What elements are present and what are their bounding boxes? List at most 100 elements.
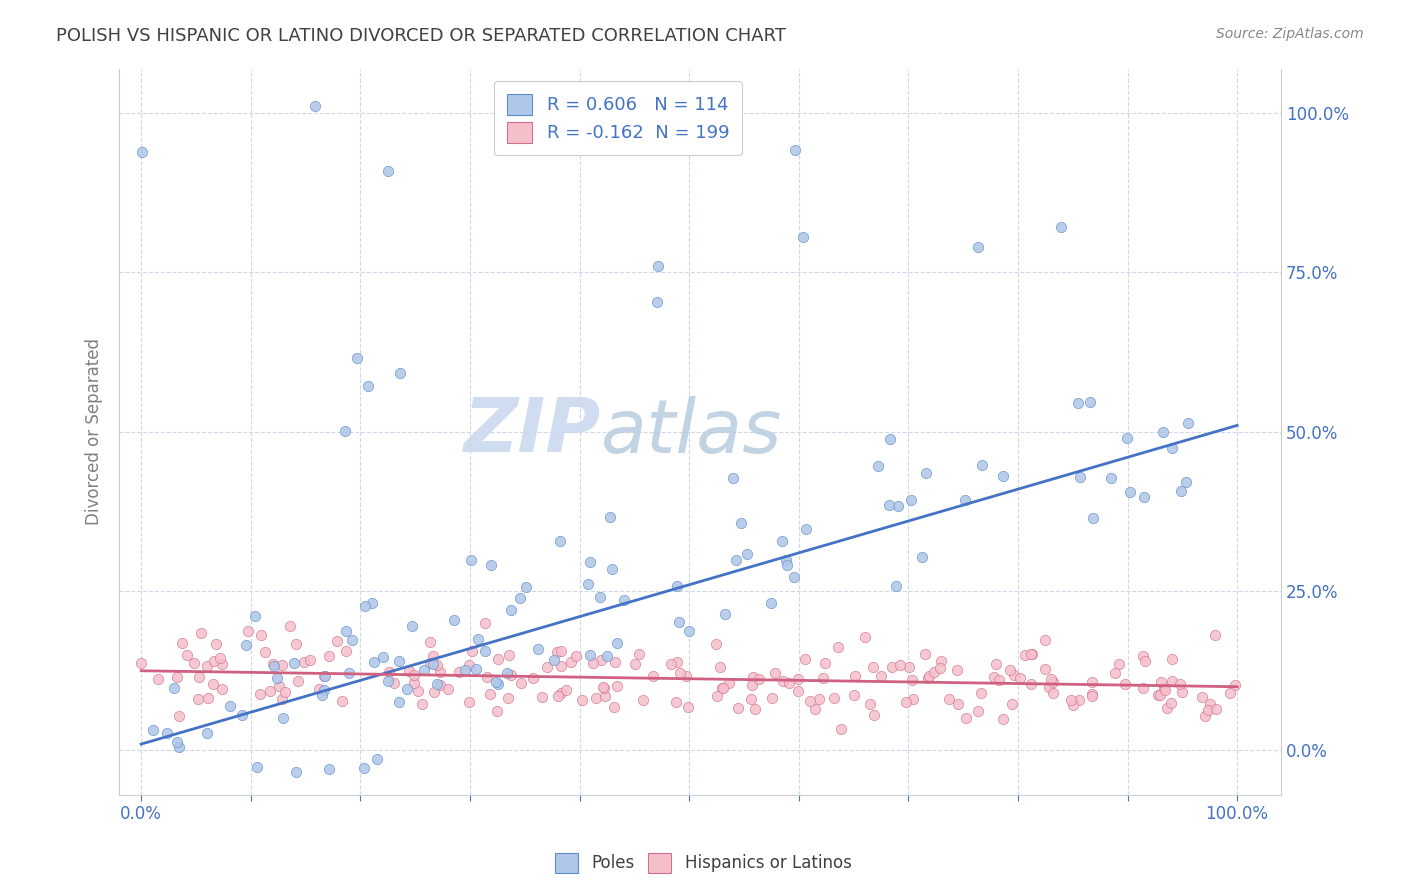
Point <box>862 708 884 723</box>
Point <box>195 726 218 740</box>
Legend: Poles, Hispanics or Latinos: Poles, Hispanics or Latinos <box>548 847 858 880</box>
Point <box>458 658 481 673</box>
Point <box>1199 697 1222 711</box>
Point <box>665 655 688 669</box>
Point <box>271 711 294 725</box>
Point <box>709 660 731 674</box>
Point <box>879 432 901 446</box>
Point <box>475 670 498 684</box>
Point <box>167 708 190 723</box>
Point <box>770 533 793 548</box>
Point <box>356 378 378 392</box>
Point <box>190 625 212 640</box>
Point <box>1042 674 1064 689</box>
Point <box>711 681 734 695</box>
Point <box>318 648 340 663</box>
Point <box>1062 698 1084 712</box>
Point <box>249 688 271 702</box>
Point <box>156 726 179 740</box>
Point <box>786 672 808 686</box>
Y-axis label: Divorced or Separated: Divorced or Separated <box>86 338 103 525</box>
Point <box>163 681 186 695</box>
Point <box>219 698 242 713</box>
Point <box>312 683 335 698</box>
Point <box>269 679 291 693</box>
Point <box>946 698 969 712</box>
Point <box>332 694 354 708</box>
Point <box>676 700 699 714</box>
Point <box>593 681 616 695</box>
Point <box>862 659 884 673</box>
Point <box>1197 703 1219 717</box>
Point <box>560 655 582 669</box>
Point <box>437 682 460 697</box>
Point <box>811 672 834 686</box>
Point <box>335 624 357 639</box>
Point <box>314 669 336 683</box>
Point <box>353 599 375 614</box>
Point <box>641 668 664 682</box>
Point <box>548 534 571 549</box>
Point <box>1067 693 1090 707</box>
Point <box>486 652 509 666</box>
Point <box>808 692 831 706</box>
Point <box>406 683 429 698</box>
Point <box>1000 663 1022 677</box>
Point <box>1132 648 1154 663</box>
Point <box>1008 671 1031 685</box>
Point <box>599 510 621 524</box>
Point <box>536 659 558 673</box>
Point <box>340 633 363 648</box>
Point <box>283 656 305 670</box>
Point <box>711 681 734 695</box>
Point <box>1147 688 1170 702</box>
Point <box>859 697 882 711</box>
Point <box>457 696 479 710</box>
Point <box>373 650 395 665</box>
Point <box>146 672 169 686</box>
Point <box>737 547 759 561</box>
Point <box>900 493 922 508</box>
Point <box>308 681 330 696</box>
Point <box>271 692 294 706</box>
Point <box>1118 485 1140 500</box>
Point <box>395 682 418 697</box>
Point <box>360 596 382 610</box>
Point <box>706 689 728 703</box>
Point <box>426 677 449 691</box>
Point <box>467 632 489 647</box>
Point <box>868 458 890 473</box>
Point <box>1050 220 1073 235</box>
Point <box>669 666 692 681</box>
Point <box>1060 693 1083 707</box>
Point <box>259 683 281 698</box>
Point <box>886 499 908 513</box>
Point <box>353 760 375 774</box>
Point <box>1161 674 1184 689</box>
Point <box>187 692 209 706</box>
Point <box>571 693 593 707</box>
Point <box>1223 678 1246 692</box>
Point <box>637 122 659 136</box>
Point <box>1069 470 1091 484</box>
Point <box>422 657 444 671</box>
Point <box>1191 690 1213 704</box>
Point <box>623 657 645 672</box>
Point <box>967 240 990 254</box>
Point <box>675 669 697 683</box>
Point <box>1133 654 1156 668</box>
Point <box>411 697 433 711</box>
Point <box>955 710 977 724</box>
Point <box>211 657 233 672</box>
Point <box>550 659 572 673</box>
Point <box>1171 685 1194 699</box>
Point <box>966 704 988 718</box>
Point <box>938 691 960 706</box>
Point <box>402 668 425 682</box>
Point <box>474 616 496 631</box>
Point <box>911 549 934 564</box>
Point <box>929 661 952 675</box>
Point <box>1104 666 1126 681</box>
Point <box>917 671 939 685</box>
Point <box>582 656 605 670</box>
